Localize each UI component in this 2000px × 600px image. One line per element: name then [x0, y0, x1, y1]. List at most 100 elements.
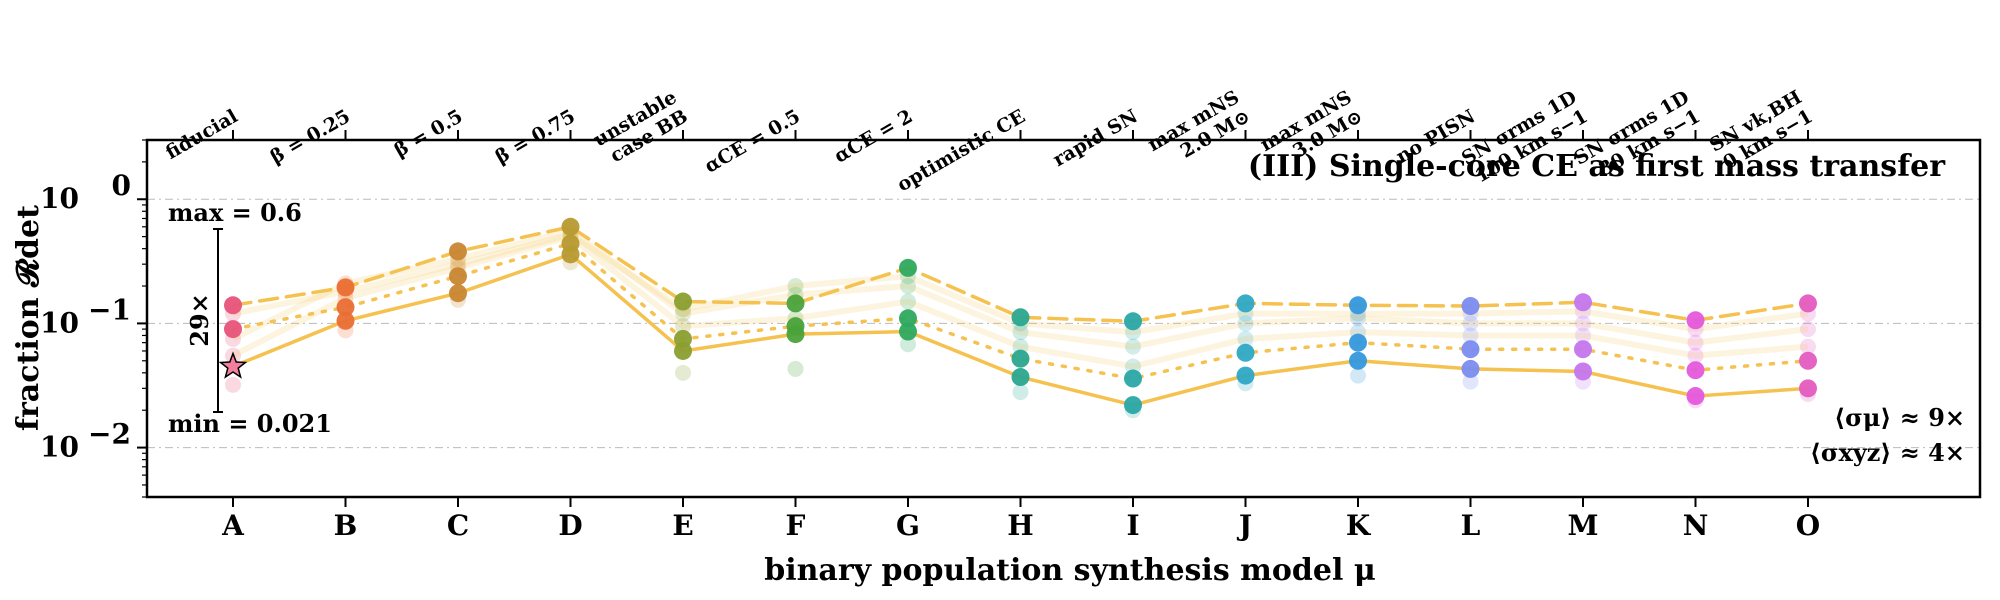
- faint-point: [1237, 330, 1254, 347]
- data-point-I: [1124, 369, 1142, 388]
- y-tick-exponent: 0: [112, 169, 131, 202]
- x-tick-label-F: F: [786, 509, 806, 542]
- faint-point: [787, 278, 804, 295]
- faint-point: [1462, 315, 1479, 332]
- faint-band: [231, 233, 1809, 370]
- range-min-label: min = 0.021: [168, 409, 332, 438]
- data-point-H: [1011, 368, 1030, 387]
- data-point-N: [1686, 311, 1705, 330]
- x-tick-label-D: D: [558, 509, 582, 542]
- data-point-L: [1461, 340, 1480, 359]
- data-point-D: [561, 217, 580, 236]
- data-point-C: [449, 284, 467, 303]
- faint-point: [1575, 327, 1591, 344]
- y-tick-label: 10: [40, 431, 79, 464]
- data-point-F: [786, 325, 805, 344]
- y-axis-label: fraction 𝓡det: [11, 205, 46, 431]
- faint-point: [675, 364, 691, 381]
- y-tick-exponent: −2: [88, 418, 131, 451]
- faint-point: [1687, 334, 1704, 351]
- data-point-K: [1349, 351, 1367, 370]
- plot-frame: [145, 138, 1982, 499]
- y-tick-exponent: −1: [88, 293, 131, 326]
- faint-point: [1800, 338, 1816, 355]
- x-tick-label-L: L: [1461, 509, 1481, 542]
- y-tick-label: 10: [40, 182, 79, 215]
- faint-band: [231, 227, 1809, 350]
- data-point-O: [1799, 294, 1817, 313]
- data-point-L: [1461, 359, 1480, 378]
- summary-sigma-xyz: ⟨σxyz⟩ ≈ 4×: [1810, 438, 1965, 467]
- data-point-B: [336, 298, 355, 317]
- summary-sigma-mu: ⟨σμ⟩ ≈ 9×: [1834, 403, 1965, 432]
- x-tick-label-N: N: [1683, 509, 1709, 542]
- faint-point: [1350, 367, 1366, 384]
- faint-point: [1125, 338, 1141, 355]
- faint-point: [900, 293, 916, 310]
- faint-point: [1237, 315, 1254, 332]
- data-point-N: [1686, 361, 1705, 380]
- data-point-B: [336, 311, 355, 330]
- range-factor-label: 29×: [185, 293, 214, 347]
- faint-point: [1012, 384, 1029, 401]
- x-tick-label-H: H: [1007, 509, 1033, 542]
- faint-point: [225, 376, 241, 393]
- highlight-star-marker: [218, 351, 248, 379]
- summary-box: ⟨σμ⟩ ≈ 9× ⟨σxyz⟩ ≈ 4×: [1810, 403, 1965, 467]
- data-point-B: [336, 278, 355, 297]
- y-tick-label: 10: [40, 306, 79, 339]
- chart-title: (III) Single-core CE as first mass trans…: [1248, 149, 1946, 184]
- faint-point: [675, 318, 691, 335]
- x-tick-label-E: E: [672, 509, 693, 542]
- x-axis: A B C D E F G H I J K L M N O: [221, 497, 1820, 542]
- faint-point: [1012, 324, 1029, 341]
- x-tick-label-I: I: [1126, 509, 1139, 542]
- data-point-I: [1124, 396, 1142, 415]
- x-tick-label-G: G: [896, 509, 920, 542]
- data-point-G: [899, 322, 917, 341]
- data-point-H: [1011, 349, 1030, 368]
- y-axis: 10 0 10 −1 10 −2: [40, 139, 147, 498]
- faint-point: [1350, 310, 1366, 327]
- x-tick-label-C: C: [447, 509, 469, 542]
- data-point-O: [1799, 379, 1817, 398]
- x-axis-label: binary population synthesis model μ: [764, 553, 1376, 588]
- x-tick-label-O: O: [1796, 509, 1820, 542]
- data-point-E: [674, 341, 692, 360]
- faint-point: [900, 278, 916, 295]
- data-point-C: [449, 242, 467, 261]
- data-point-M: [1574, 293, 1592, 312]
- data-point-A: [224, 320, 242, 339]
- series-points-layer: [218, 217, 1817, 415]
- x-tick-label-J: J: [1236, 509, 1252, 542]
- data-point-D: [561, 245, 580, 264]
- x-tick-label-K: K: [1346, 509, 1372, 542]
- data-point-K: [1349, 296, 1367, 315]
- faint-point: [900, 336, 916, 353]
- data-point-E: [674, 292, 692, 311]
- faint-point: [1575, 315, 1591, 332]
- data-point-G: [899, 309, 917, 328]
- data-point-C: [449, 267, 467, 286]
- range-max-label: max = 0.6: [168, 198, 302, 227]
- data-point-N: [1686, 387, 1705, 406]
- x-tick-label-M: M: [1568, 509, 1599, 542]
- x-tick-label-B: B: [334, 509, 358, 542]
- data-point-I: [1124, 312, 1142, 331]
- faint-point: [787, 360, 804, 377]
- range-annotation: max = 0.6 min = 0.021 29×: [168, 198, 332, 438]
- data-point-M: [1574, 362, 1592, 381]
- data-point-A: [224, 296, 242, 315]
- data-point-K: [1349, 333, 1367, 352]
- data-point-J: [1236, 343, 1255, 362]
- data-point-H: [1011, 308, 1030, 327]
- faint-point: [1687, 347, 1704, 364]
- faint-point: [1462, 327, 1479, 344]
- data-point-J: [1236, 366, 1255, 385]
- faint-point: [1462, 373, 1479, 390]
- data-point-M: [1574, 340, 1592, 359]
- data-point-L: [1461, 297, 1480, 316]
- data-point-G: [899, 258, 917, 277]
- data-point-J: [1236, 294, 1255, 313]
